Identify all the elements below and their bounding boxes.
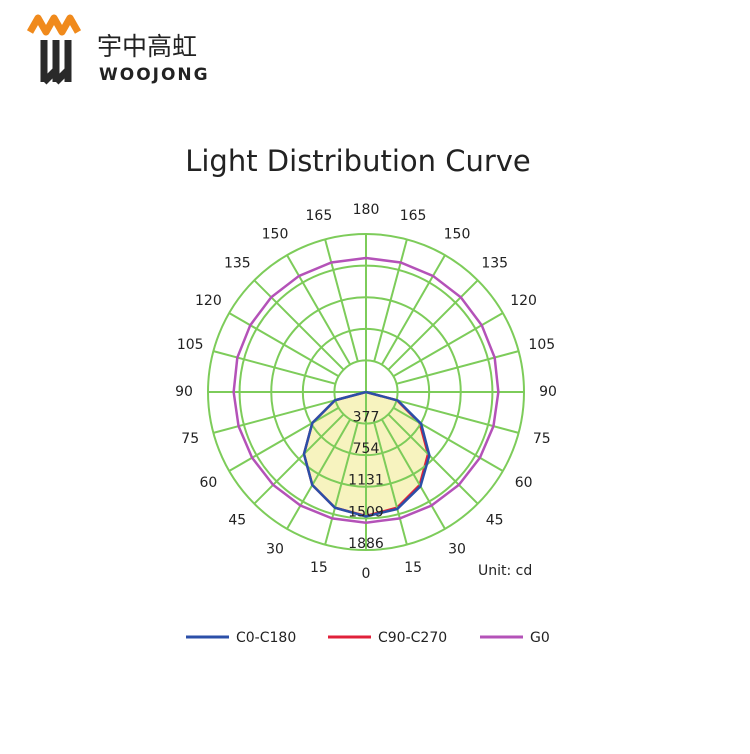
angle-label: 45 bbox=[228, 513, 246, 529]
angle-label: 120 bbox=[510, 293, 537, 309]
angle-label: 135 bbox=[224, 255, 251, 271]
angle-label: 75 bbox=[181, 431, 199, 447]
series-curve bbox=[302, 390, 431, 518]
series-curve bbox=[232, 256, 500, 524]
radial-label: 1131 bbox=[348, 473, 384, 489]
angle-label: 60 bbox=[515, 475, 533, 491]
grid-ring bbox=[333, 359, 399, 425]
brand-en: WOOJONG bbox=[99, 65, 210, 85]
grid-ring bbox=[270, 296, 462, 488]
brand-cn: 宇中高虹 bbox=[97, 32, 197, 61]
radial-label: 377 bbox=[353, 410, 380, 426]
angle-label: 30 bbox=[266, 542, 284, 558]
grid-ring bbox=[301, 327, 431, 457]
grid-ring bbox=[238, 264, 494, 520]
angle-label: 15 bbox=[310, 560, 328, 576]
legend-label: C90-C270 bbox=[378, 630, 447, 646]
radial-label: 1509 bbox=[348, 504, 384, 520]
angle-label: 15 bbox=[404, 560, 422, 576]
legend-label: C0-C180 bbox=[236, 630, 296, 646]
unit-label: Unit: cd bbox=[478, 563, 532, 579]
angle-label: 90 bbox=[539, 384, 557, 400]
radial-label: 754 bbox=[353, 441, 380, 457]
angle-label: 60 bbox=[199, 475, 217, 491]
logo-mark bbox=[26, 14, 82, 85]
angle-label: 180 bbox=[353, 202, 380, 218]
angle-label: 0 bbox=[362, 566, 371, 582]
legend-label: G0 bbox=[530, 630, 550, 646]
angle-label: 165 bbox=[306, 208, 333, 224]
angle-label: 45 bbox=[486, 513, 504, 529]
angle-label: 75 bbox=[533, 431, 551, 447]
chart-title: Light Distribution Curve bbox=[185, 144, 531, 178]
angle-label: 30 bbox=[448, 542, 466, 558]
angle-label: 120 bbox=[195, 293, 222, 309]
angle-label: 105 bbox=[177, 337, 204, 353]
angle-label: 105 bbox=[528, 337, 555, 353]
angle-label: 150 bbox=[444, 226, 471, 242]
radial-label: 1886 bbox=[348, 536, 384, 552]
angle-label: 135 bbox=[481, 255, 508, 271]
angle-label: 165 bbox=[400, 208, 427, 224]
angle-label: 150 bbox=[262, 226, 289, 242]
grid-ring bbox=[207, 233, 525, 551]
angle-label: 90 bbox=[175, 384, 193, 400]
